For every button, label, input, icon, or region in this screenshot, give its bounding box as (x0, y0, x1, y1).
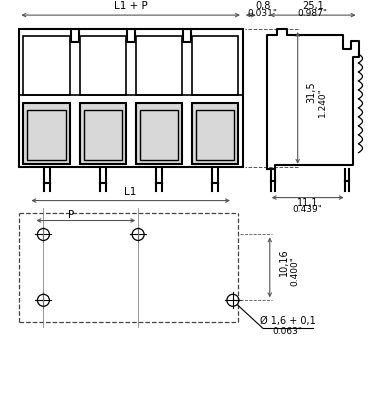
Text: L1: L1 (124, 187, 137, 197)
Bar (27, 110, 65, 160)
Text: 11,1: 11,1 (297, 198, 318, 208)
Bar (196, 110, 234, 160)
Bar (80, 36, 126, 95)
Bar (23, 103, 70, 164)
Bar (140, 110, 178, 160)
Text: 0.400": 0.400" (290, 256, 299, 286)
Text: 0.439": 0.439" (293, 205, 323, 214)
Text: 0.987": 0.987" (298, 9, 328, 18)
Text: 0,8: 0,8 (255, 1, 271, 11)
Text: 1.240": 1.240" (318, 87, 327, 117)
Bar (23, 36, 70, 95)
Text: 10,16: 10,16 (279, 248, 289, 276)
Text: L1 + P: L1 + P (114, 1, 147, 11)
Bar (192, 103, 238, 164)
Bar (136, 103, 182, 164)
Text: P: P (68, 210, 74, 220)
Bar (84, 110, 122, 160)
Bar (80, 103, 126, 164)
Text: 0.031": 0.031" (248, 9, 278, 18)
Bar (136, 36, 182, 95)
Bar (18, 29, 243, 167)
Text: Ø 1,6 + 0,1: Ø 1,6 + 0,1 (260, 316, 316, 326)
Text: 25,1: 25,1 (302, 1, 323, 11)
Text: 0.063": 0.063" (273, 327, 303, 336)
Bar (192, 36, 238, 95)
Text: 31,5: 31,5 (307, 81, 316, 103)
